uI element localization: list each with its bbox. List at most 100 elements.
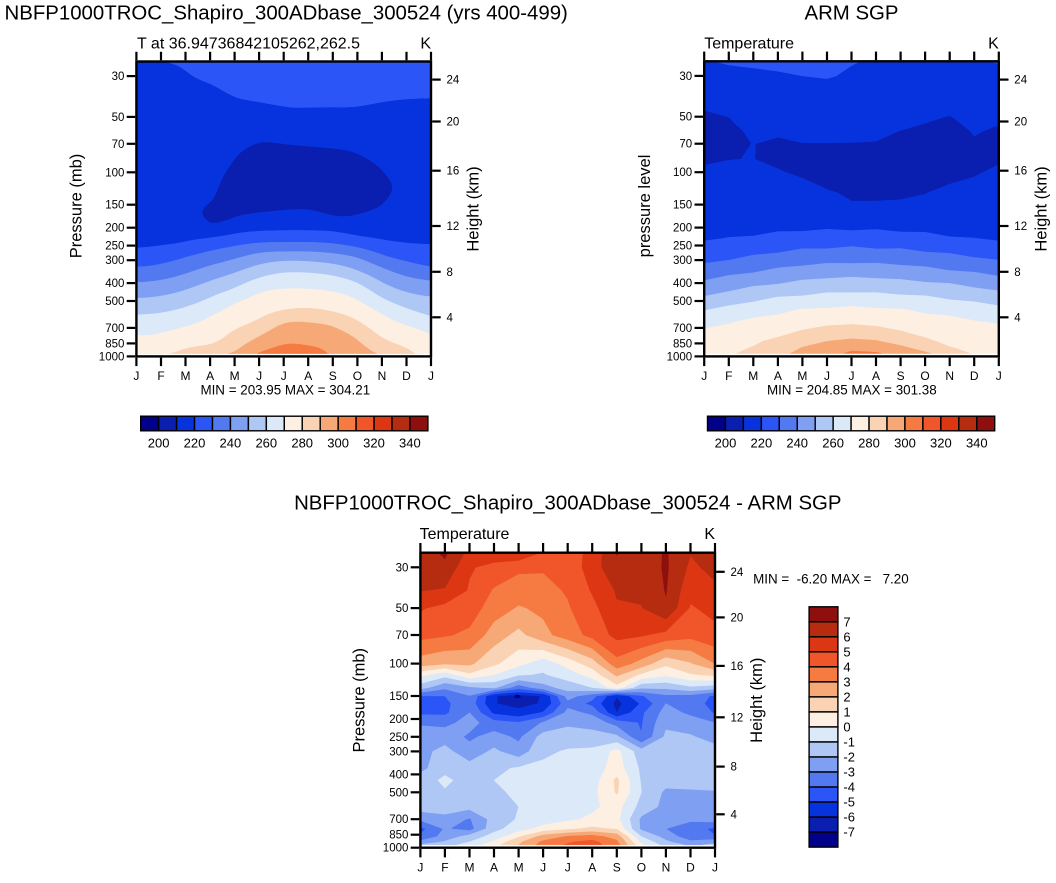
svg-text:500: 500: [105, 296, 124, 308]
svg-text:500: 500: [389, 787, 408, 799]
svg-text:J: J: [540, 860, 546, 874]
svg-text:N: N: [662, 860, 671, 874]
svg-text:MIN = 203.95 MAX = 304.21: MIN = 203.95 MAX = 304.21: [200, 382, 370, 397]
svg-text:5: 5: [843, 644, 850, 659]
svg-text:300: 300: [105, 255, 124, 267]
svg-text:50: 50: [396, 603, 409, 615]
svg-text:M: M: [748, 369, 758, 383]
svg-text:30: 30: [112, 71, 125, 83]
svg-text:A: A: [872, 369, 880, 383]
svg-text:100: 100: [105, 167, 124, 179]
svg-text:pressure level: pressure level: [636, 155, 654, 258]
svg-text:24: 24: [1014, 75, 1027, 87]
svg-text:A: A: [588, 860, 596, 874]
svg-text:1000: 1000: [667, 351, 693, 363]
svg-text:Height (km): Height (km): [748, 658, 766, 743]
svg-text:NBFP1000TROC_Shapiro_300ADbase: NBFP1000TROC_Shapiro_300ADbase_300524 - …: [294, 493, 841, 515]
svg-text:J: J: [849, 369, 855, 383]
svg-text:500: 500: [673, 296, 692, 308]
svg-text:8: 8: [731, 762, 737, 774]
svg-text:2: 2: [843, 689, 850, 704]
svg-text:250: 250: [673, 241, 692, 253]
svg-text:150: 150: [673, 200, 692, 212]
svg-text:A: A: [490, 860, 498, 874]
svg-text:16: 16: [447, 166, 460, 178]
svg-text:S: S: [897, 369, 905, 383]
svg-text:-2: -2: [843, 750, 855, 765]
svg-text:200: 200: [105, 223, 124, 235]
svg-text:-5: -5: [843, 795, 855, 810]
svg-text:320: 320: [930, 435, 952, 450]
svg-text:20: 20: [447, 117, 460, 129]
svg-text:200: 200: [148, 435, 170, 450]
svg-text:300: 300: [673, 255, 692, 267]
svg-text:4: 4: [447, 312, 454, 324]
svg-text:220: 220: [184, 435, 206, 450]
svg-text:K: K: [420, 36, 431, 53]
svg-text:700: 700: [105, 323, 124, 335]
svg-text:200: 200: [389, 714, 408, 726]
svg-text:1: 1: [843, 704, 850, 719]
svg-text:J: J: [712, 860, 718, 874]
svg-text:16: 16: [1014, 166, 1027, 178]
svg-text:200: 200: [715, 435, 737, 450]
svg-text:12: 12: [447, 221, 460, 233]
svg-text:J: J: [565, 860, 571, 874]
svg-text:7: 7: [843, 614, 850, 629]
svg-text:J: J: [824, 369, 830, 383]
svg-text:70: 70: [679, 139, 692, 151]
svg-text:850: 850: [673, 338, 692, 350]
svg-text:M: M: [181, 369, 191, 383]
svg-text:Temperature: Temperature: [420, 526, 510, 543]
svg-text:-7: -7: [843, 825, 855, 840]
svg-text:300: 300: [389, 746, 408, 758]
svg-text:J: J: [133, 369, 139, 383]
svg-text:850: 850: [105, 338, 124, 350]
svg-text:O: O: [353, 369, 362, 383]
svg-text:100: 100: [673, 167, 692, 179]
svg-text:340: 340: [966, 435, 988, 450]
svg-text:T at 36.94736842105262,262.5: T at 36.94736842105262,262.5: [137, 36, 360, 53]
svg-text:300: 300: [894, 435, 916, 450]
svg-text:M: M: [465, 860, 475, 874]
svg-text:Pressure (mb): Pressure (mb): [68, 154, 86, 259]
svg-text:100: 100: [389, 659, 408, 671]
svg-text:850: 850: [389, 830, 408, 842]
svg-text:70: 70: [112, 139, 125, 151]
svg-text:12: 12: [1014, 221, 1027, 233]
svg-text:240: 240: [786, 435, 808, 450]
svg-text:Height (km): Height (km): [465, 166, 483, 251]
svg-text:260: 260: [255, 435, 277, 450]
svg-text:K: K: [988, 35, 999, 52]
svg-text:250: 250: [389, 732, 408, 744]
svg-text:20: 20: [731, 612, 744, 624]
svg-text:A: A: [206, 369, 214, 383]
svg-text:400: 400: [673, 278, 692, 290]
svg-text:8: 8: [447, 267, 453, 279]
svg-text:320: 320: [363, 435, 385, 450]
svg-text:1000: 1000: [383, 843, 409, 855]
svg-text:4: 4: [843, 659, 850, 674]
svg-text:300: 300: [327, 435, 349, 450]
svg-text:260: 260: [822, 435, 844, 450]
svg-text:0: 0: [843, 720, 850, 735]
svg-text:50: 50: [112, 112, 125, 124]
svg-text:12: 12: [731, 712, 744, 724]
svg-text:M: M: [514, 860, 524, 874]
svg-text:D: D: [970, 369, 979, 383]
svg-text:A: A: [774, 369, 782, 383]
svg-text:30: 30: [679, 71, 692, 83]
svg-text:220: 220: [751, 435, 773, 450]
svg-text:S: S: [329, 369, 337, 383]
svg-text:MIN = -6.20 MAX = 7.20: MIN = -6.20 MAX = 7.20: [753, 571, 909, 586]
svg-text:250: 250: [105, 241, 124, 253]
svg-text:J: J: [256, 369, 262, 383]
svg-text:400: 400: [105, 278, 124, 290]
svg-text:A: A: [304, 369, 312, 383]
svg-text:K: K: [704, 526, 715, 543]
svg-text:150: 150: [389, 691, 408, 703]
svg-text:340: 340: [399, 435, 421, 450]
svg-text:6: 6: [843, 629, 850, 644]
svg-text:-3: -3: [843, 765, 855, 780]
svg-text:1000: 1000: [99, 351, 125, 363]
